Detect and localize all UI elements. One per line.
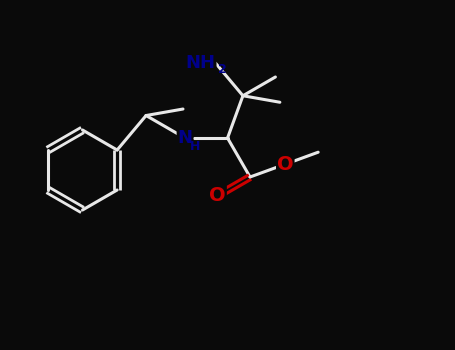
Text: NH: NH bbox=[186, 54, 216, 72]
Text: 2: 2 bbox=[217, 63, 226, 76]
Text: H: H bbox=[190, 140, 200, 153]
Text: N: N bbox=[177, 129, 192, 147]
Text: O: O bbox=[277, 155, 293, 174]
Text: O: O bbox=[209, 186, 226, 205]
